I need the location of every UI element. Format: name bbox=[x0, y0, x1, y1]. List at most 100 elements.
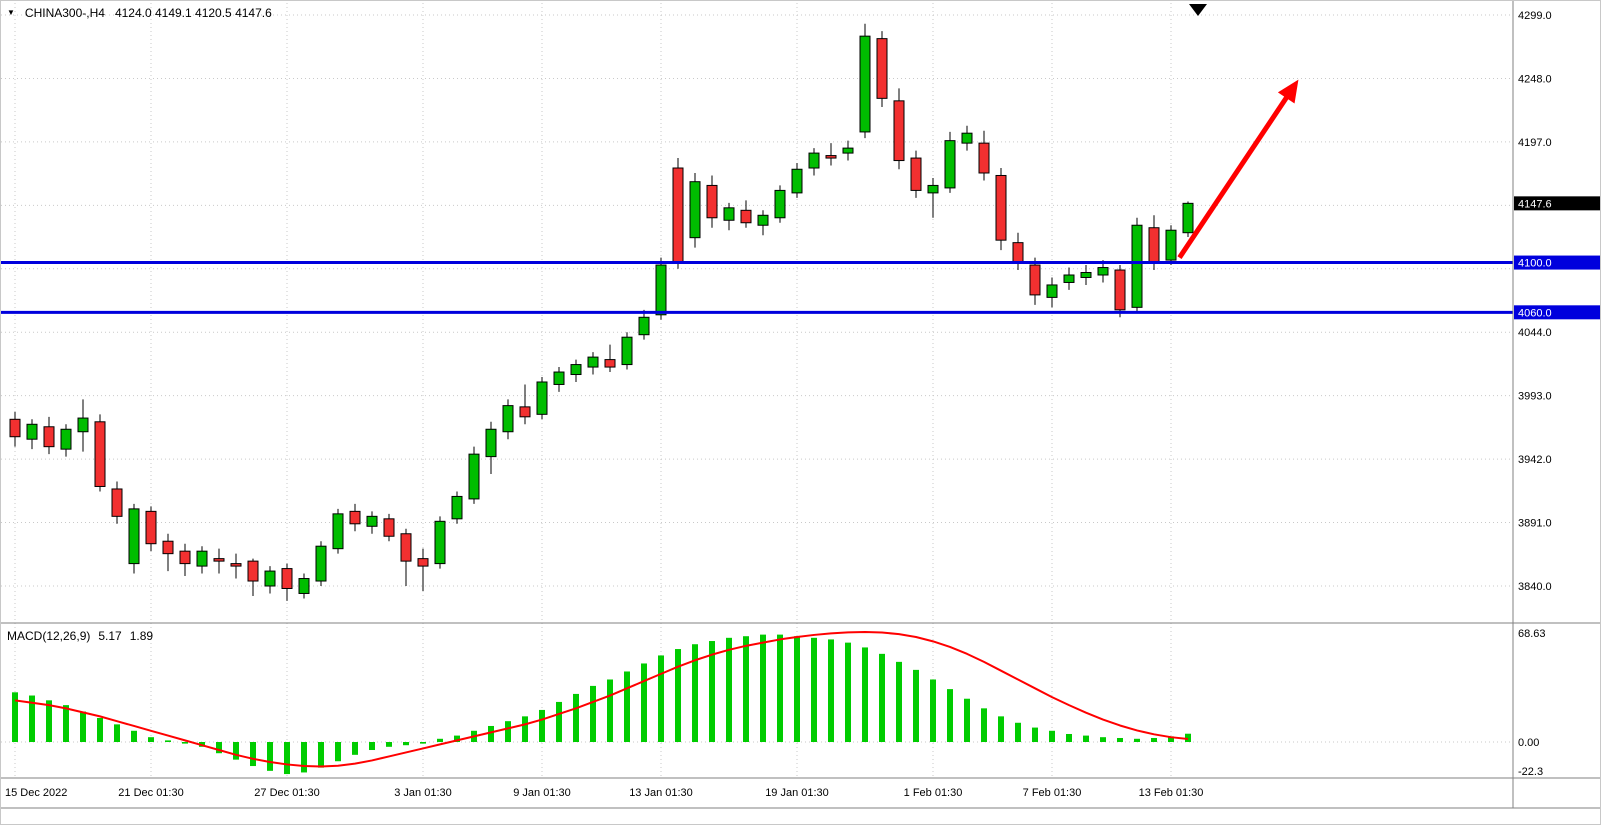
bear-candle bbox=[825, 155, 837, 159]
macd-histogram-bar bbox=[488, 725, 494, 742]
bull-candle bbox=[842, 147, 854, 154]
bear-candle bbox=[995, 174, 1007, 241]
bear-candle bbox=[1012, 242, 1024, 264]
bull-candle bbox=[621, 336, 633, 366]
macd-histogram-bar bbox=[114, 724, 120, 742]
bull-candle bbox=[315, 545, 327, 582]
symbol-dropdown-icon[interactable]: ▼ bbox=[7, 8, 15, 17]
macd-histogram-bar bbox=[777, 634, 783, 742]
macd-histogram-bar bbox=[97, 717, 103, 742]
macd-histogram-bar bbox=[607, 679, 613, 742]
bear-candle bbox=[247, 560, 259, 582]
axis-labels: 4299.0 4248.0 4197.0 4044.0 3993.0 3942.0 3891… bbox=[5, 10, 1600, 799]
macd-histogram-bar bbox=[879, 653, 885, 742]
time-axis-label: 9 Jan 01:30 bbox=[513, 787, 571, 799]
time-axis-label: 1 Feb 01:30 bbox=[904, 787, 963, 799]
macd-histogram-bar bbox=[998, 716, 1004, 742]
macd-histogram-bar bbox=[284, 742, 290, 775]
macd-histogram-bar bbox=[437, 738, 443, 742]
macd-histogram-bar bbox=[403, 742, 409, 746]
macd-histogram-bar bbox=[1185, 733, 1191, 742]
bear-candle bbox=[1029, 264, 1041, 296]
macd-histogram-bar bbox=[692, 644, 698, 742]
macd-histogram-bar bbox=[216, 742, 222, 754]
macd-histogram-bar bbox=[947, 689, 953, 742]
bear-candle bbox=[910, 157, 922, 191]
macd-histogram-bar bbox=[709, 641, 715, 742]
macd-histogram-bar bbox=[845, 642, 851, 742]
chart-header: ▼ CHINA300-,H4 4124.0 4149.1 4120.5 4147… bbox=[7, 6, 272, 20]
bear-candle bbox=[162, 540, 174, 555]
macd-histogram-bar bbox=[386, 742, 392, 747]
macd-histogram-bar bbox=[369, 742, 375, 751]
bull-candle bbox=[1063, 274, 1075, 283]
time-axis-label: 13 Feb 01:30 bbox=[1139, 787, 1204, 799]
bear-candle bbox=[400, 533, 412, 562]
macd-histogram-bar bbox=[1168, 736, 1174, 742]
macd-histogram-bar bbox=[590, 685, 596, 742]
ohlc-values: 4124.0 4149.1 4120.5 4147.6 bbox=[114, 6, 272, 20]
bear-candle bbox=[145, 510, 157, 545]
level-price-tag-text: 4100.0 bbox=[1518, 258, 1552, 270]
macd-histogram-bar bbox=[148, 737, 154, 742]
macd-histogram-bar bbox=[896, 661, 902, 742]
bull-candle bbox=[1131, 224, 1143, 308]
macd-histogram-bar bbox=[420, 742, 426, 744]
macd-histogram-bar bbox=[12, 692, 18, 742]
bull-candle bbox=[961, 132, 973, 144]
price-axis-label: 3942.0 bbox=[1518, 454, 1552, 466]
bear-candle bbox=[672, 167, 684, 264]
bear-candle bbox=[1148, 227, 1160, 264]
bull-candle bbox=[60, 428, 72, 450]
bull-candle bbox=[485, 428, 497, 458]
trend-arrow[interactable] bbox=[1177, 79, 1299, 259]
macd-histogram-bar bbox=[46, 700, 52, 742]
chart-objects[interactable] bbox=[1, 79, 1513, 314]
current-price-tag-text: 4147.6 bbox=[1518, 198, 1552, 210]
time-axis-label: 27 Dec 01:30 bbox=[254, 787, 319, 799]
macd-histogram-bar bbox=[131, 730, 137, 742]
macd-histogram-bar bbox=[641, 663, 647, 742]
bear-candle bbox=[417, 558, 429, 567]
macd-histogram-bar bbox=[352, 742, 358, 755]
gridlines bbox=[1, 3, 1513, 778]
macd-histogram-bar bbox=[522, 716, 528, 742]
chart-shift-marker-icon[interactable] bbox=[1189, 4, 1207, 16]
macd-axis-label: 0.00 bbox=[1518, 737, 1539, 749]
bull-candle bbox=[587, 356, 599, 368]
macd-histogram-bar bbox=[539, 709, 545, 742]
bull-candle bbox=[638, 316, 650, 336]
macd-histogram-bar bbox=[267, 742, 273, 771]
bull-candle bbox=[774, 189, 786, 219]
bear-candle bbox=[604, 359, 616, 368]
bull-candle bbox=[26, 423, 38, 440]
price-series bbox=[9, 23, 1194, 601]
macd-histogram-bar bbox=[505, 721, 511, 742]
level-price-tag bbox=[1514, 305, 1600, 320]
macd-axis-label: -22.3 bbox=[1518, 766, 1543, 778]
bear-candle bbox=[740, 209, 752, 224]
price-axis-label: 3891.0 bbox=[1518, 518, 1552, 530]
price-axis-label: 3840.0 bbox=[1518, 581, 1552, 593]
macd-histogram-bar bbox=[165, 740, 171, 742]
bull-candle bbox=[689, 181, 701, 239]
bear-candle bbox=[383, 518, 395, 537]
bull-candle bbox=[1097, 267, 1109, 276]
bull-candle bbox=[757, 214, 769, 226]
bull-candle bbox=[536, 381, 548, 415]
symbol-label: CHINA300-,H4 bbox=[24, 6, 105, 20]
bull-candle bbox=[451, 495, 463, 520]
bull-candle bbox=[264, 570, 276, 587]
macd-histogram-bar bbox=[80, 711, 86, 742]
macd-histogram-bar bbox=[1100, 737, 1106, 742]
bear-candle bbox=[111, 488, 123, 517]
macd-histogram-bar bbox=[981, 708, 987, 742]
bull-candle bbox=[196, 550, 208, 567]
macd-histogram-bar bbox=[29, 695, 35, 742]
macd-histogram-bar bbox=[233, 742, 239, 760]
bear-candle bbox=[349, 510, 361, 525]
bull-candle bbox=[128, 508, 140, 565]
bull-candle bbox=[808, 152, 820, 169]
